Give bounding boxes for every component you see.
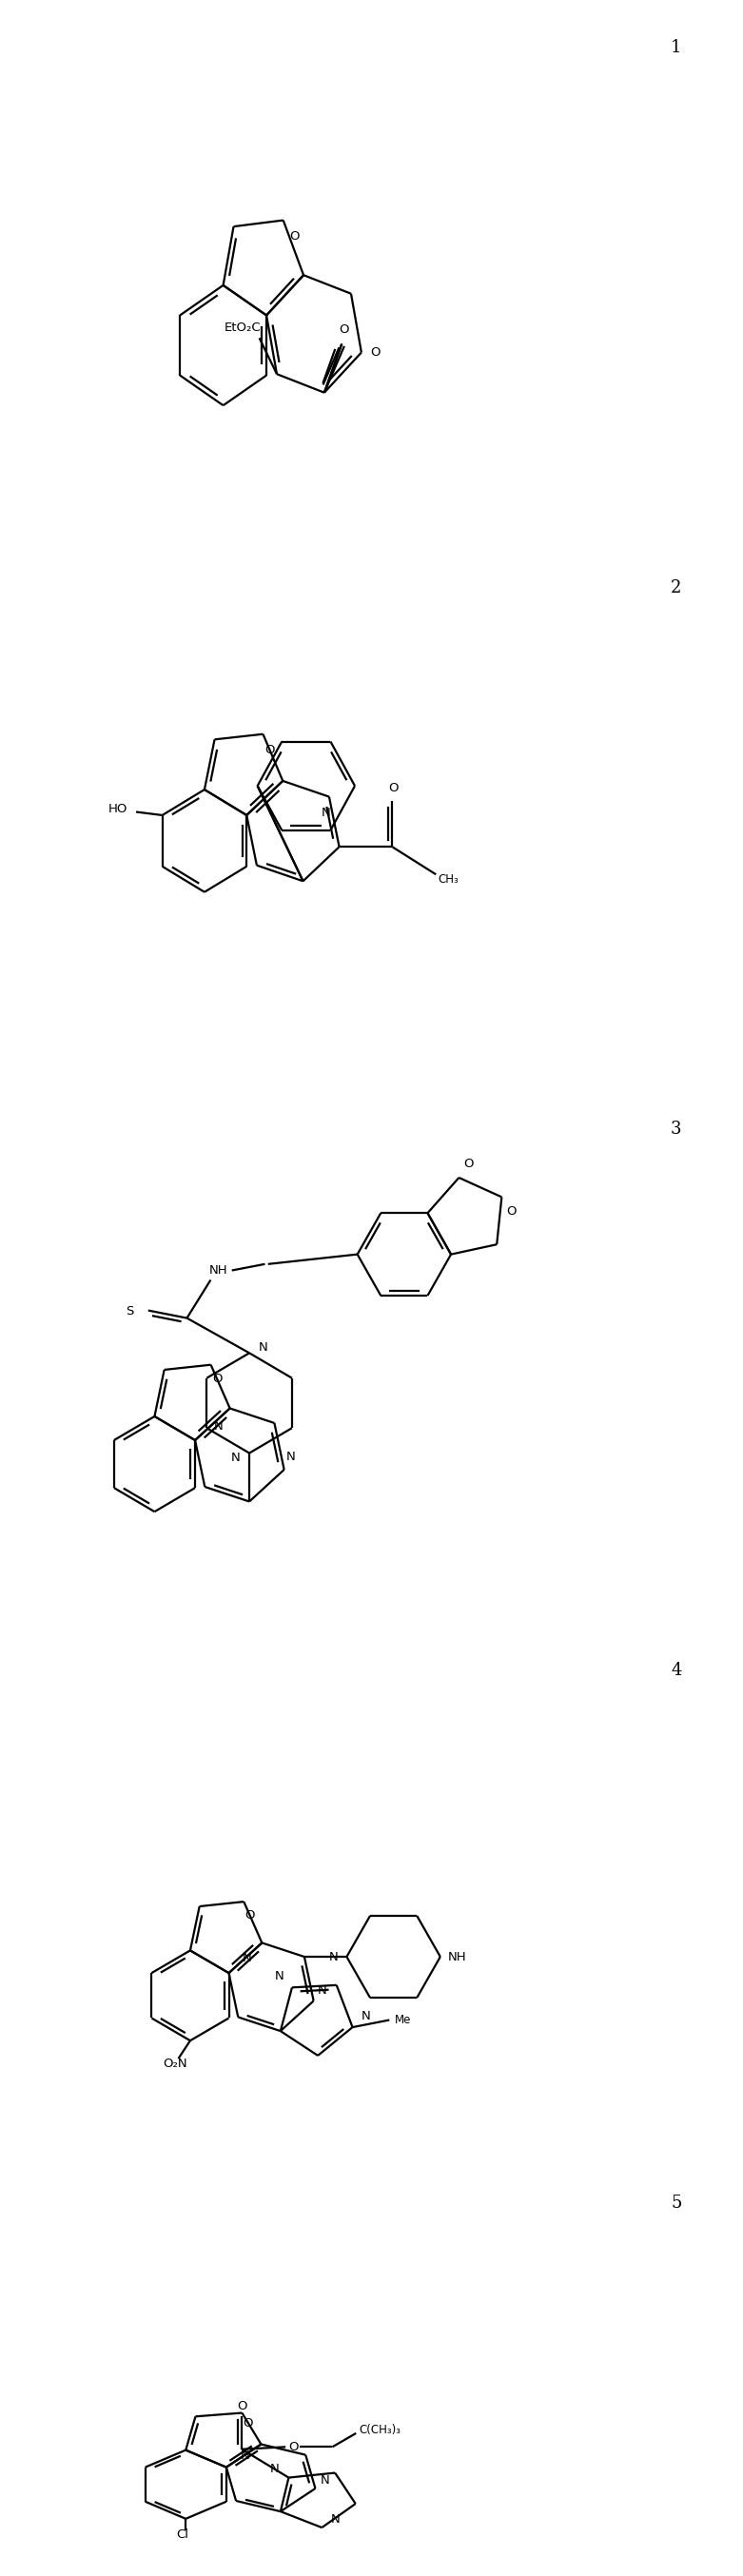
Text: O: O	[265, 744, 274, 757]
Text: O: O	[464, 1157, 473, 1170]
Text: N: N	[241, 2450, 250, 2463]
Text: HO: HO	[108, 804, 128, 814]
Text: Cl: Cl	[176, 2530, 189, 2540]
Text: 5: 5	[671, 2195, 681, 2213]
Text: O: O	[389, 781, 398, 793]
Text: O: O	[340, 325, 349, 335]
Text: CH₃: CH₃	[438, 873, 458, 886]
Text: 2: 2	[671, 580, 681, 598]
Text: N: N	[331, 2514, 340, 2524]
Text: N: N	[259, 1342, 267, 1355]
Text: N: N	[242, 1953, 252, 1963]
Text: EtO₂C: EtO₂C	[224, 322, 261, 335]
Text: N: N	[274, 1971, 284, 1984]
Text: N: N	[286, 1450, 295, 1463]
Text: O: O	[243, 2416, 253, 2429]
Text: N: N	[270, 2463, 279, 2476]
Text: O: O	[290, 232, 299, 242]
Text: N: N	[231, 1453, 240, 1463]
Text: O₂N: O₂N	[163, 2058, 187, 2069]
Text: 1: 1	[671, 39, 681, 57]
Text: O: O	[212, 1373, 222, 1386]
Text: S: S	[126, 1306, 134, 1319]
Text: N: N	[214, 1419, 223, 1432]
Text: O: O	[506, 1206, 516, 1218]
Text: O: O	[237, 2401, 247, 2411]
Text: N: N	[318, 1984, 327, 1996]
Text: O: O	[288, 2439, 298, 2452]
Text: C(CH₃)₃: C(CH₃)₃	[359, 2424, 400, 2437]
Text: NH: NH	[447, 1950, 467, 1963]
Text: N: N	[320, 2473, 329, 2486]
Text: NH: NH	[209, 1265, 227, 1278]
Text: 4: 4	[671, 1662, 681, 1680]
Text: O: O	[244, 1909, 255, 1922]
Text: N: N	[322, 806, 331, 819]
Text: N: N	[329, 1950, 338, 1963]
Text: 3: 3	[671, 1121, 681, 1139]
Text: Me: Me	[395, 2014, 412, 2027]
Text: N: N	[361, 2009, 370, 2022]
Text: O: O	[370, 345, 380, 358]
